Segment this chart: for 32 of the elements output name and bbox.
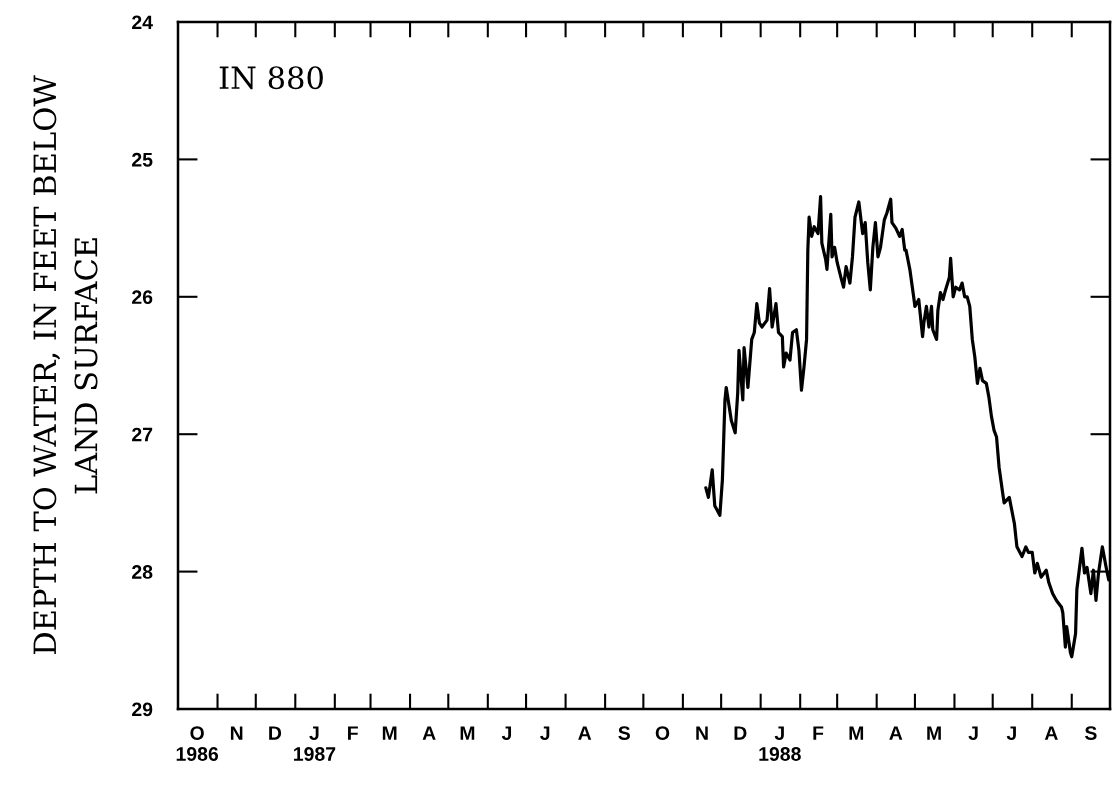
y-tick-label: 28: [132, 565, 153, 579]
x-tick-label: D: [734, 726, 747, 740]
x-tick-label: M: [460, 726, 475, 740]
x-tick-label: J: [968, 726, 978, 740]
x-tick-label: S: [618, 726, 630, 740]
x-tick-label: A: [578, 726, 592, 740]
x-tick-label: M: [382, 726, 397, 740]
x-tick-label: F: [813, 726, 824, 740]
y-tick-label: 24: [132, 15, 153, 30]
x-tick-label: O: [655, 726, 670, 740]
y-tick-label: 29: [132, 702, 153, 717]
x-tick-label: J: [1006, 726, 1016, 740]
x-tick-label: S: [1084, 726, 1097, 740]
x-tick-label: N: [696, 726, 708, 740]
x-tick-label: J 1988: [759, 726, 801, 761]
y-tick-label: 27: [132, 427, 153, 442]
x-tick-label: M: [927, 726, 941, 740]
x-tick-label: J: [501, 726, 512, 740]
x-tick-label: D: [269, 726, 282, 740]
y-axis-title: DEPTH TO WATER, IN FEET BELOW LAND SURFACE: [33, 75, 98, 655]
annotation: IN 880: [219, 66, 323, 90]
x-tick-label: A: [422, 726, 436, 740]
x-tick-label: F: [348, 726, 358, 740]
x-tick-label: J 1987: [294, 726, 336, 761]
x-tick-label: M: [849, 726, 864, 740]
x-tick-label: J: [540, 726, 550, 740]
y-tick-label: 25: [132, 152, 153, 167]
x-tick-label: N: [230, 726, 243, 740]
y-tick-label: 26: [132, 290, 153, 305]
x-tick-label: O 1986: [176, 726, 219, 761]
x-tick-label: A: [889, 726, 903, 740]
x-tick-label: A: [1044, 726, 1058, 740]
